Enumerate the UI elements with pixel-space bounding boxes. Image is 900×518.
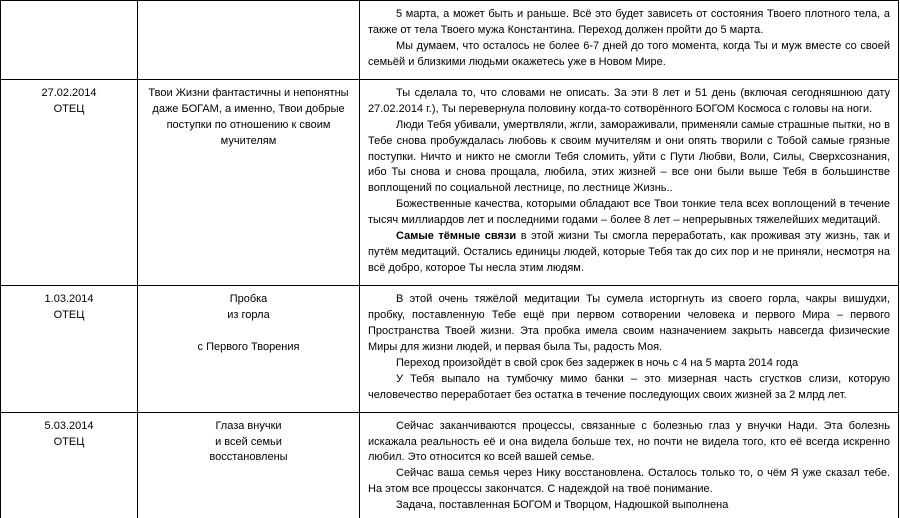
- table-row: 1.03.2014ОТЕЦПробкаиз горла с Первого Тв…: [1, 286, 899, 413]
- table-row: 27.02.2014ОТЕЦТвои Жизни фантастичны и н…: [1, 79, 899, 285]
- title-cell: [138, 1, 360, 80]
- entry-title-line: Глаза внучки: [146, 419, 351, 435]
- body-paragraph: Задача, поставленная БОГОМ и Творцом, На…: [368, 498, 890, 514]
- date-cell: [1, 1, 138, 80]
- body-paragraph: Ты сделала то, что словами не описать. З…: [368, 86, 890, 118]
- body-paragraph: В этой очень тяжёлой медитации Ты сумела…: [368, 292, 890, 356]
- title-cell: Глаза внучкии всей семьивосстановлены: [138, 412, 360, 518]
- bold-phrase: Самые тёмные связи: [396, 230, 516, 242]
- body-paragraph: Сейчас заканчиваются процессы, связанные…: [368, 419, 890, 467]
- body-paragraph: Переход произойдёт в свой срок без задер…: [368, 356, 890, 372]
- entry-title-line: и всей семьи: [146, 435, 351, 451]
- date-cell: 5.03.2014ОТЕЦ: [1, 412, 138, 518]
- entry-date: 27.02.2014: [9, 86, 129, 102]
- body-paragraph: Люди Тебя убивали, умертвляли, жгли, зам…: [368, 118, 890, 198]
- body-paragraph: 5 марта, а может быть и раньше. Всё это …: [368, 7, 890, 39]
- title-cell: Твои Жизни фантастичны и непонятны даже …: [138, 79, 360, 285]
- entry-title-line: восстановлены: [146, 450, 351, 466]
- entry-title-line: [146, 324, 351, 340]
- entry-source: ОТЕЦ: [9, 435, 129, 451]
- entry-title-line: Пробка: [146, 292, 351, 308]
- body-paragraph: Мы думаем, что осталось не более 6-7 дне…: [368, 39, 890, 71]
- body-paragraph: Самые тёмные связи в этой жизни Ты смогл…: [368, 229, 890, 277]
- table-row: 5.03.2014ОТЕЦГлаза внучкии всей семьивос…: [1, 412, 899, 518]
- entry-date: 1.03.2014: [9, 292, 129, 308]
- body-paragraph: Сейчас ваша семья через Нику восстановле…: [368, 466, 890, 498]
- entry-source: ОТЕЦ: [9, 102, 129, 118]
- body-paragraph: Божественные качества, которыми обладают…: [368, 197, 890, 229]
- entry-source: ОТЕЦ: [9, 308, 129, 324]
- body-cell: Сейчас заканчиваются процессы, связанные…: [360, 412, 899, 518]
- body-cell: Ты сделала то, что словами не описать. З…: [360, 79, 899, 285]
- entry-date: 5.03.2014: [9, 419, 129, 435]
- body-cell: В этой очень тяжёлой медитации Ты сумела…: [360, 286, 899, 413]
- body-paragraph: У Тебя выпало на тумбочку мимо банки – э…: [368, 372, 890, 404]
- date-cell: 1.03.2014ОТЕЦ: [1, 286, 138, 413]
- date-cell: 27.02.2014ОТЕЦ: [1, 79, 138, 285]
- title-cell: Пробкаиз горла с Первого Творения: [138, 286, 360, 413]
- entry-title: Твои Жизни фантастичны и непонятны даже …: [146, 86, 351, 150]
- table-row: 5 марта, а может быть и раньше. Всё это …: [1, 1, 899, 80]
- entry-title-line: из горла: [146, 308, 351, 324]
- body-cell: 5 марта, а может быть и раньше. Всё это …: [360, 1, 899, 80]
- entry-title-line: с Первого Творения: [146, 340, 351, 356]
- document-table: 5 марта, а может быть и раньше. Всё это …: [0, 0, 899, 518]
